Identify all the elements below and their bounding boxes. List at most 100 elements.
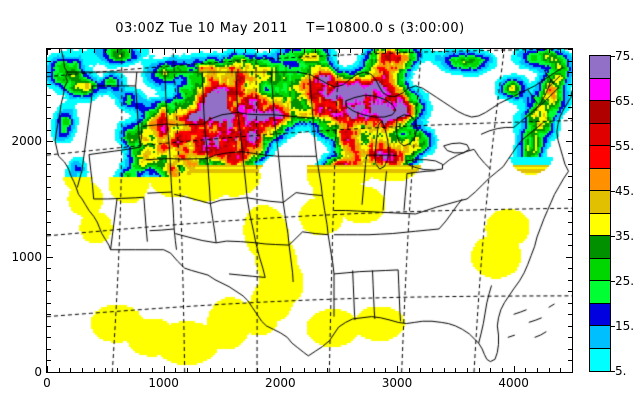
x-tick [47, 366, 48, 372]
x-tick [502, 368, 503, 372]
y-tick [47, 302, 51, 304]
y-tick [47, 187, 51, 189]
y-axis-tick-label: 2000 [11, 134, 42, 149]
x-tick [338, 368, 340, 372]
colorbar-swatch [590, 213, 610, 236]
y-tick-right [566, 141, 572, 143]
y-tick-right [568, 314, 572, 316]
colorbar-tick-label: 25. [615, 274, 635, 288]
y-tick-right [568, 245, 572, 247]
x-tick [455, 368, 457, 372]
colorbar-tick-label: 65. [615, 94, 635, 108]
x-tick [280, 366, 282, 372]
x-tick [82, 368, 83, 372]
x-tick-top [537, 49, 538, 53]
colorbar-swatch [590, 123, 610, 146]
y-tick [47, 348, 51, 350]
colorbar-swatch [590, 326, 610, 349]
colorbar-swatch [590, 303, 610, 326]
y-tick [47, 256, 53, 258]
colorbar-swatch [590, 56, 610, 79]
x-tick [420, 368, 422, 372]
x-tick [198, 368, 200, 372]
x-tick [257, 368, 258, 372]
x-tick [432, 368, 433, 372]
x-tick [548, 368, 550, 372]
x-tick-top [93, 49, 95, 53]
x-tick-top [572, 49, 573, 53]
y-tick-right [568, 222, 572, 224]
y-tick [47, 279, 51, 281]
y-tick [47, 141, 53, 143]
x-axis-tick-label: 4000 [498, 376, 529, 390]
y-tick [47, 337, 51, 339]
x-tick-top [268, 49, 270, 53]
x-axis-tick-label: 0 [43, 376, 51, 390]
x-tick [187, 368, 188, 372]
x-tick [478, 368, 480, 372]
colorbar-tick-label: 55. [615, 139, 635, 153]
x-tick [163, 366, 165, 372]
x-tick-top [338, 49, 340, 53]
x-tick-top [222, 49, 223, 53]
x-tick-top [117, 49, 118, 53]
y-tick [47, 325, 51, 327]
x-tick-top [420, 49, 422, 53]
colorbar-tick [611, 236, 615, 237]
radar-reflectivity-map [47, 49, 572, 372]
colorbar-tick-label: 35. [615, 229, 635, 243]
x-tick [70, 368, 72, 372]
y-tick [47, 72, 51, 74]
x-tick-top [385, 49, 387, 53]
y-tick-right [568, 83, 572, 85]
x-tick-top [58, 49, 60, 53]
x-tick-top [47, 49, 48, 55]
x-tick [303, 368, 305, 372]
colorbar[interactable] [589, 55, 611, 372]
y-tick-right [568, 129, 572, 131]
colorbar-tick-label: 75. [615, 49, 635, 63]
colorbar-swatch [590, 348, 610, 371]
x-tick [327, 368, 328, 372]
y-tick [47, 152, 51, 154]
x-tick [525, 368, 527, 372]
colorbar-tick [611, 326, 615, 327]
x-tick [443, 368, 445, 372]
y-tick-right [568, 72, 572, 74]
x-axis-tick-label: 1000 [148, 376, 179, 390]
y-tick-right [568, 337, 572, 339]
colorbar-tick [611, 56, 615, 57]
x-tick-top [327, 49, 328, 53]
x-tick [152, 368, 153, 372]
x-tick-top [257, 49, 258, 53]
colorbar-tick-label: 5. [615, 364, 627, 378]
y-tick [47, 129, 51, 131]
x-tick-top [140, 49, 142, 53]
y-tick-right [568, 175, 572, 177]
x-tick-top [82, 49, 83, 53]
x-tick [560, 368, 562, 372]
x-tick [93, 368, 95, 372]
x-tick-top [432, 49, 433, 53]
x-tick-top [513, 49, 515, 55]
x-tick [572, 368, 573, 372]
x-tick-top [187, 49, 188, 53]
x-tick-top [560, 49, 562, 53]
x-tick-top [362, 49, 363, 53]
x-tick-top [548, 49, 550, 53]
y-tick-right [568, 360, 572, 362]
map-plot-area[interactable] [46, 48, 573, 373]
x-tick-top [210, 49, 212, 53]
x-tick-top [455, 49, 457, 53]
y-tick [47, 106, 51, 108]
x-tick-top [233, 49, 235, 53]
x-tick [362, 368, 363, 372]
x-tick [397, 366, 398, 372]
colorbar-swatch [590, 78, 610, 101]
colorbar-tick [611, 191, 615, 192]
y-tick-right [568, 152, 572, 154]
x-tick [175, 368, 177, 372]
colorbar-tick-label: 15. [615, 319, 635, 333]
x-tick [233, 368, 235, 372]
